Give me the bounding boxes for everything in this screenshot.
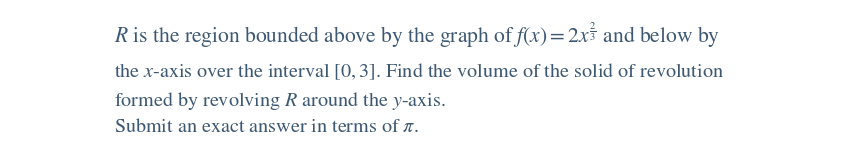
Text: $\mathit{R}$ is the region bounded above by the graph of $f(x) = 2x^{\frac{2}{3}: $\mathit{R}$ is the region bounded above… — [114, 20, 720, 50]
Text: formed by revolving $\mathit{R}$ around the $y$-axis.: formed by revolving $\mathit{R}$ around … — [114, 90, 446, 112]
Text: Submit an exact answer in terms of $\pi$.: Submit an exact answer in terms of $\pi$… — [114, 119, 419, 136]
Text: the $x$-axis over the interval $[0, 3]$. Find the volume of the solid of revolut: the $x$-axis over the interval $[0, 3]$.… — [114, 61, 724, 82]
